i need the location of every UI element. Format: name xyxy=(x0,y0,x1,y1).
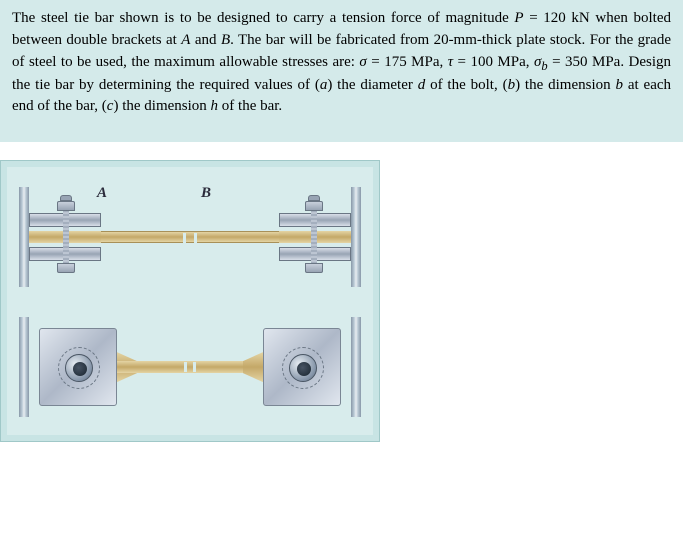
end-plate-a xyxy=(39,328,117,406)
wall-left xyxy=(19,187,29,287)
text: = 100 MPa, xyxy=(453,54,534,70)
tie-bar-top xyxy=(117,361,263,373)
label-a: A xyxy=(97,185,107,202)
var-P: P xyxy=(514,10,523,26)
text: ) the diameter xyxy=(327,77,417,93)
bolt-shaft xyxy=(63,203,69,271)
var-b: b xyxy=(615,77,623,93)
bracket-b xyxy=(279,205,351,269)
bar-taper xyxy=(243,352,263,382)
text: ) the dimension xyxy=(515,77,615,93)
side-view: A B xyxy=(19,187,361,287)
end-plate-b xyxy=(263,328,341,406)
var-h: h xyxy=(211,98,219,114)
nut xyxy=(305,263,323,273)
bracket-a xyxy=(29,205,101,269)
bolt-top-icon xyxy=(65,354,93,382)
bolt-top-icon xyxy=(289,354,317,382)
figure-panel: A B xyxy=(0,160,380,442)
bolt-side xyxy=(305,203,323,271)
text: ) the dimension xyxy=(113,98,210,114)
label-b: B xyxy=(201,185,211,202)
wall-left xyxy=(19,317,29,417)
sigma: σ xyxy=(359,54,366,70)
nut xyxy=(57,201,75,211)
text: = 175 MPa, xyxy=(367,54,448,70)
problem-statement: The steel tie bar shown is to be designe… xyxy=(0,0,683,142)
text: of the bar. xyxy=(218,98,282,114)
top-view xyxy=(19,317,361,417)
nut xyxy=(305,201,323,211)
bolt-side xyxy=(57,203,75,271)
text: The steel tie bar shown is to be designe… xyxy=(12,10,514,26)
bolt-shaft xyxy=(311,203,317,271)
wall-right xyxy=(351,317,361,417)
text: and xyxy=(190,32,221,48)
wall-right xyxy=(351,187,361,287)
nut xyxy=(57,263,75,273)
figure: A B xyxy=(7,167,373,435)
text: of the bolt, ( xyxy=(425,77,507,93)
part-b: b xyxy=(508,77,516,93)
pt-B: B xyxy=(221,32,230,48)
tie-bar-side xyxy=(101,231,279,243)
